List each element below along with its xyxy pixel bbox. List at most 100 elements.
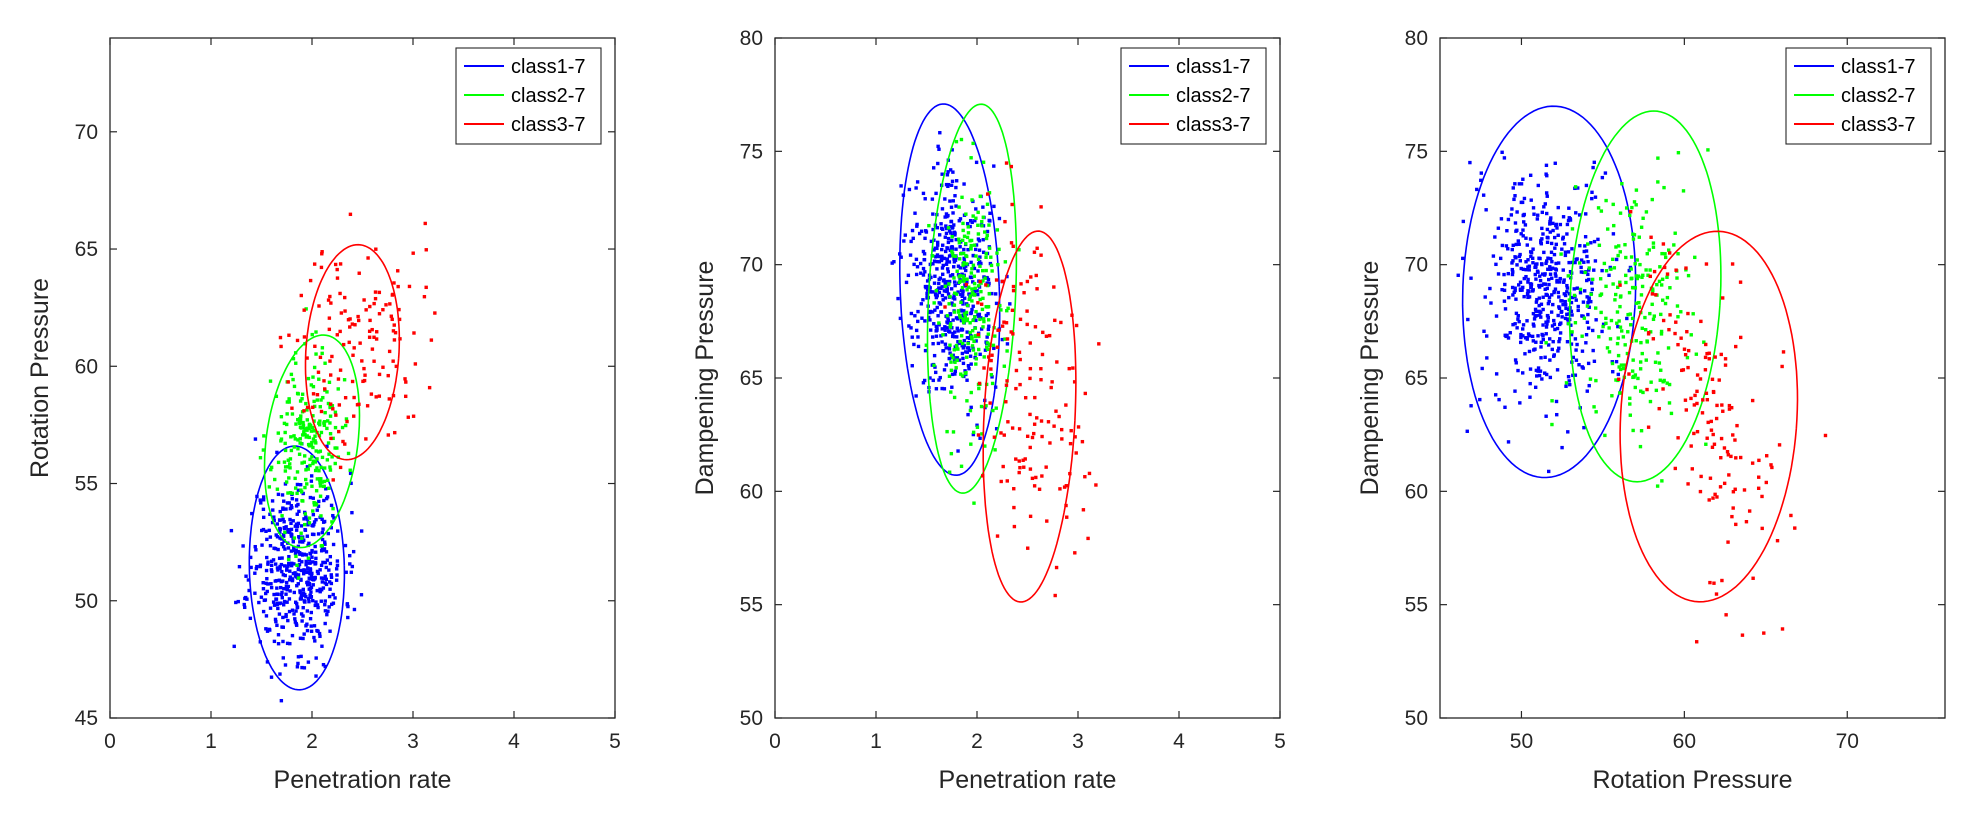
- data-point: [1047, 333, 1052, 338]
- data-point: [935, 253, 940, 257]
- data-point: [962, 312, 967, 316]
- data-point: [321, 520, 326, 524]
- data-point: [964, 370, 968, 375]
- data-point: [1539, 315, 1543, 319]
- data-point: [906, 273, 911, 278]
- data-point: [1667, 251, 1672, 255]
- data-point: [297, 417, 302, 421]
- data-point: [1543, 202, 1547, 206]
- data-point: [327, 380, 332, 385]
- data-point: [273, 562, 278, 566]
- data-point: [965, 378, 969, 382]
- data-point: [1601, 322, 1606, 327]
- series-class3-7: [1616, 210, 1828, 644]
- data-point: [284, 480, 289, 484]
- y-tick-label: 65: [1405, 367, 1428, 390]
- data-point: [1535, 217, 1540, 221]
- data-point: [930, 197, 935, 201]
- data-point: [1502, 272, 1506, 277]
- data-point: [1665, 381, 1669, 385]
- data-point: [232, 644, 236, 649]
- data-point: [301, 420, 305, 425]
- data-point: [959, 372, 963, 376]
- data-point: [1654, 293, 1658, 297]
- data-point: [343, 309, 347, 313]
- data-point: [985, 192, 990, 196]
- data-point: [325, 558, 330, 562]
- data-point: [311, 384, 316, 389]
- data-point: [1594, 318, 1598, 322]
- data-point: [335, 573, 339, 577]
- data-point: [308, 463, 312, 468]
- data-point: [308, 495, 313, 500]
- data-point: [294, 554, 298, 559]
- data-point: [961, 361, 966, 366]
- data-point: [945, 429, 949, 434]
- data-point: [299, 552, 304, 556]
- data-point: [1611, 202, 1615, 207]
- data-point: [1725, 449, 1730, 454]
- data-point: [1685, 329, 1689, 334]
- data-point: [312, 635, 316, 640]
- data-point: [1548, 230, 1552, 234]
- data-point: [287, 561, 291, 566]
- data-point: [372, 335, 376, 339]
- data-point: [993, 448, 997, 452]
- data-point: [963, 369, 967, 373]
- data-point: [404, 380, 408, 384]
- data-point: [1552, 353, 1556, 357]
- data-point: [942, 368, 947, 372]
- data-point: [1539, 238, 1543, 243]
- data-point: [950, 301, 954, 305]
- data-point: [1032, 250, 1037, 254]
- data-point: [333, 461, 337, 466]
- data-point: [1713, 492, 1717, 497]
- data-point: [1587, 277, 1591, 282]
- data-point: [1533, 307, 1538, 312]
- data-point: [992, 204, 996, 209]
- data-point: [304, 401, 308, 406]
- data-point: [1554, 261, 1558, 266]
- data-point: [1565, 232, 1569, 236]
- data-point: [1527, 289, 1531, 294]
- data-point: [988, 211, 992, 215]
- data-point: [956, 264, 961, 268]
- data-point: [1544, 259, 1549, 263]
- data-point: [1541, 232, 1545, 236]
- data-point: [1546, 319, 1550, 323]
- data-point: [964, 268, 968, 273]
- data-point: [1005, 308, 1009, 313]
- data-point: [962, 309, 966, 313]
- data-point: [1506, 217, 1511, 222]
- data-point: [279, 439, 283, 443]
- data-point: [961, 292, 965, 296]
- data-point: [1064, 403, 1068, 407]
- data-point: [284, 525, 288, 529]
- data-point: [934, 295, 939, 300]
- data-point: [962, 343, 966, 348]
- data-point: [323, 361, 327, 365]
- data-point: [281, 573, 285, 577]
- data-point: [1721, 409, 1725, 413]
- data-point: [1480, 366, 1484, 371]
- data-point: [352, 395, 356, 400]
- data-point: [275, 522, 280, 526]
- data-point: [1735, 423, 1739, 428]
- data-point: [922, 378, 927, 383]
- data-point: [1648, 399, 1653, 404]
- data-point: [966, 225, 970, 229]
- data-point: [1539, 262, 1544, 266]
- legend-label: class2-7: [1841, 85, 1915, 107]
- data-point: [962, 266, 966, 270]
- data-point: [283, 465, 288, 469]
- data-point: [931, 342, 935, 346]
- data-point: [974, 362, 978, 366]
- data-point: [948, 168, 953, 172]
- data-point: [287, 501, 291, 505]
- data-point: [971, 253, 976, 258]
- data-point: [1582, 249, 1586, 254]
- y-tick-label: 55: [740, 594, 763, 617]
- data-point: [1676, 315, 1680, 319]
- data-point: [335, 267, 339, 272]
